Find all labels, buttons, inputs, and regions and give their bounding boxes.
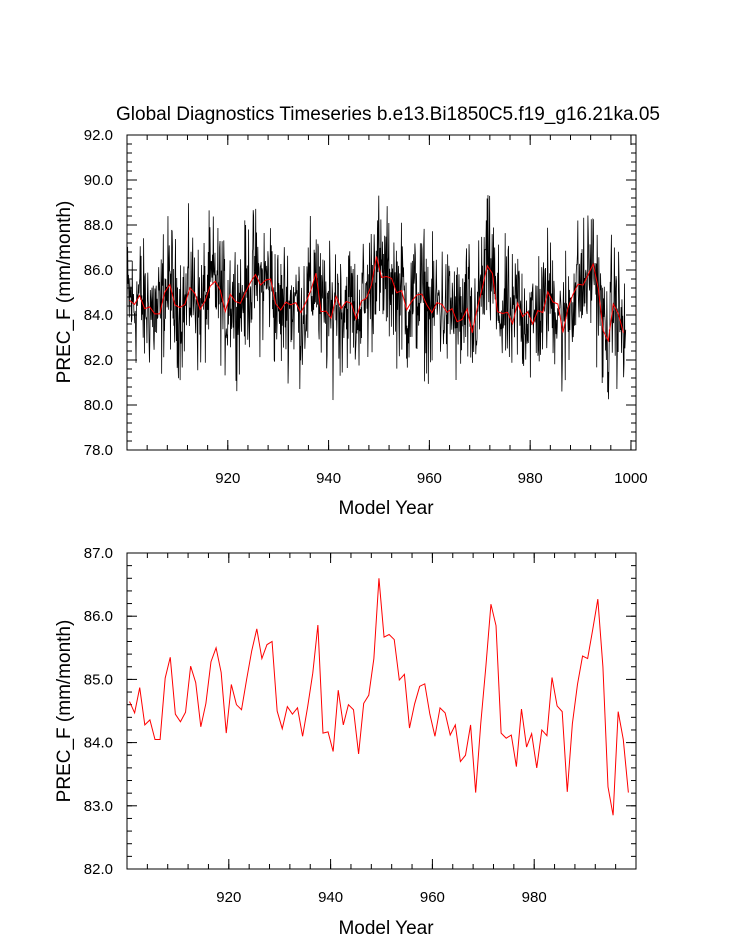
- y-tick-label: 90.0: [84, 172, 113, 189]
- y-tick-label: 86.0: [84, 262, 113, 279]
- x-tick-label: 920: [216, 889, 241, 906]
- panel-2-annual-line: [129, 578, 629, 816]
- x-tick-label: 960: [420, 889, 445, 906]
- panel-1-y-axis-label: PREC_F (mm/month): [54, 201, 75, 384]
- chart-title: Global Diagnostics Timeseries b.e13.Bi18…: [116, 104, 660, 125]
- y-tick-label: 82.0: [84, 861, 113, 878]
- panel-2-frame: [126, 552, 637, 870]
- panel-2: 920 940 960 980 82.0 83.0 84.0 85.0 86.0 87.0 Mod…: [54, 545, 637, 939]
- x-tick-label: 960: [417, 470, 442, 487]
- panel-2-ticks: [126, 552, 637, 870]
- panel-1-frame: [126, 134, 637, 451]
- x-tick-label: 980: [522, 889, 547, 906]
- panel-2-series: [129, 578, 629, 816]
- panel-1: 920 940 960 980 1000 78.0 80.0 82.0 84.0 86.0 88.0…: [54, 127, 648, 519]
- panel-2-x-axis-label: Model Year: [338, 918, 434, 939]
- y-tick-label: 82.0: [84, 352, 113, 369]
- panel-1-monthly-line: [126, 195, 627, 401]
- x-tick-label: 940: [318, 889, 343, 906]
- panel-1-annual-line: [129, 256, 624, 343]
- panel-1-series: [126, 195, 627, 401]
- panel-1-tick-labels: 920 940 960 980 1000 78.0 80.0 82.0 84.0 86.0 88.0…: [84, 127, 648, 487]
- y-tick-label: 85.0: [84, 671, 113, 688]
- y-tick-label: 84.0: [84, 307, 113, 324]
- y-tick-label: 92.0: [84, 127, 113, 144]
- x-tick-label: 920: [215, 470, 240, 487]
- y-tick-label: 87.0: [84, 545, 113, 562]
- y-tick-label: 88.0: [84, 217, 113, 234]
- y-tick-label: 84.0: [84, 735, 113, 752]
- panel-2-y-axis-label: PREC_F (mm/month): [54, 620, 75, 803]
- y-tick-label: 86.0: [84, 608, 113, 625]
- panel-1-x-axis-label: Model Year: [338, 498, 434, 519]
- y-tick-label: 78.0: [84, 442, 113, 459]
- y-tick-label: 83.0: [84, 798, 113, 815]
- x-tick-label: 1000: [614, 470, 647, 487]
- x-tick-label: 980: [518, 470, 543, 487]
- y-tick-label: 80.0: [84, 397, 113, 414]
- x-tick-label: 940: [316, 470, 341, 487]
- panel-2-tick-labels: 920 940 960 980 82.0 83.0 84.0 85.0 86.0 87.0: [84, 545, 547, 906]
